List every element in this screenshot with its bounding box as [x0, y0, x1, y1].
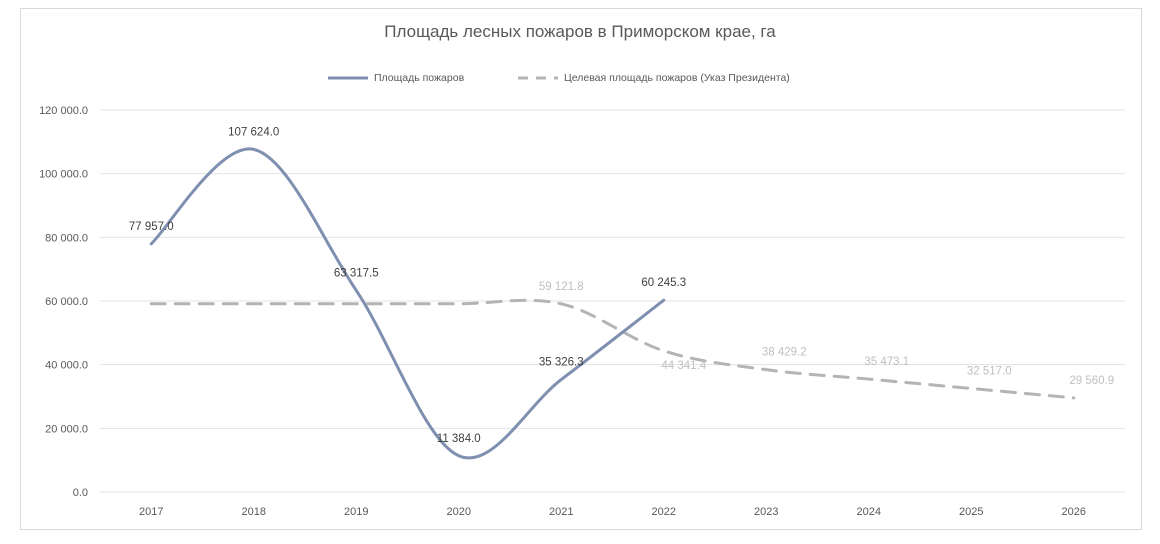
data-label-target: 29 560.9 — [1069, 375, 1114, 387]
y-tick-label: 60 000.0 — [45, 296, 88, 308]
y-tick-label: 120 000.0 — [39, 105, 88, 117]
legend-label-target: Целевая площадь пожаров (Указ Президента… — [564, 72, 790, 84]
legend-item-actual: Площадь пожаров — [328, 72, 464, 84]
data-label-actual: 107 624.0 — [228, 126, 279, 138]
data-label-target: 44 341.4 — [661, 360, 706, 372]
y-tick-label: 80 000.0 — [45, 232, 88, 244]
series-line-actual — [149, 147, 666, 460]
x-tick-label: 2023 — [754, 506, 778, 518]
chart-area — [20, 8, 1142, 530]
data-label-target: 32 517.0 — [967, 365, 1012, 377]
legend-item-target: Целевая площадь пожаров (Указ Президента… — [518, 72, 790, 84]
legend-label-actual: Площадь пожаров — [374, 72, 465, 84]
y-tick-label: 100 000.0 — [39, 169, 88, 181]
data-label-target: 38 429.2 — [762, 347, 807, 359]
x-tick-label: 2019 — [344, 506, 368, 518]
x-tick-label: 2025 — [959, 506, 983, 518]
data-label-actual: 11 384.0 — [437, 433, 481, 445]
x-tick-label: 2022 — [652, 506, 676, 518]
data-label-actual: 77 957.0 — [129, 221, 174, 233]
x-tick-label: 2018 — [242, 506, 266, 518]
chart-title: Площадь лесных пожаров в Приморском крае… — [384, 22, 776, 41]
x-tick-label: 2017 — [139, 506, 163, 518]
x-tick-label: 2021 — [549, 506, 573, 518]
x-tick-label: 2026 — [1062, 506, 1086, 518]
y-tick-label: 0.0 — [73, 487, 88, 499]
data-label-target: 35 473.1 — [864, 356, 909, 368]
data-label-actual: 60 245.3 — [641, 277, 686, 289]
data-label-actual: 63 317.5 — [334, 267, 379, 279]
data-label-actual: 35 326.3 — [539, 357, 584, 369]
legend-line-solid-icon — [328, 76, 368, 80]
series-line-target — [149, 298, 1076, 400]
y-tick-label: 40 000.0 — [45, 360, 88, 372]
x-tick-label: 2024 — [857, 506, 881, 518]
legend-line-dashed-icon — [518, 76, 558, 80]
data-label-target: 59 121.8 — [539, 281, 584, 293]
x-tick-label: 2020 — [447, 506, 471, 518]
y-tick-label: 20 000.0 — [45, 423, 88, 435]
